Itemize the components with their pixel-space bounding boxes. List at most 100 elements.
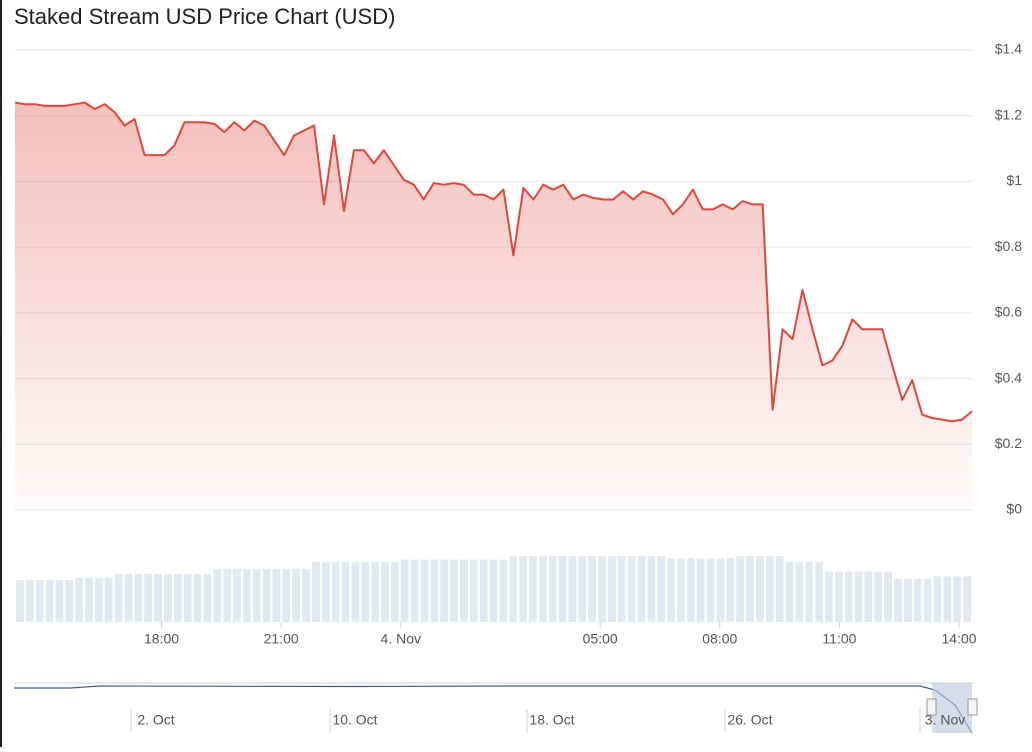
- volume-bar: [35, 580, 44, 622]
- volume-bar: [578, 556, 587, 622]
- volume-bar: [282, 569, 291, 622]
- x-tick-label: 08:00: [702, 631, 737, 647]
- volume-bar: [183, 574, 192, 622]
- volume-bar: [647, 556, 656, 622]
- volume-bar: [884, 571, 893, 622]
- volume-bar: [953, 576, 962, 622]
- volume-bar: [805, 562, 814, 622]
- volume-bar: [923, 578, 932, 622]
- volume-bar: [785, 562, 794, 622]
- navigator-label: 18. Oct: [529, 712, 574, 728]
- volume-bar: [341, 562, 350, 622]
- volume-bar: [706, 558, 715, 622]
- volume-bar: [361, 562, 370, 622]
- volume-bar: [154, 574, 162, 622]
- navigator: [14, 665, 972, 731]
- volume-bar: [755, 556, 764, 622]
- volume-bar: [627, 556, 636, 622]
- volume-bar: [173, 574, 182, 622]
- volume-bar: [894, 578, 902, 622]
- y-tick-label: $0.6: [995, 304, 1022, 320]
- volume-bar: [203, 574, 212, 622]
- volume-bar: [124, 574, 133, 622]
- navigator-label: 2. Oct: [137, 712, 174, 728]
- volume-bar: [233, 569, 241, 622]
- volume-bar: [933, 576, 942, 622]
- volume-bar: [903, 578, 912, 622]
- volume-bar: [815, 562, 824, 622]
- navigator-selection[interactable]: [932, 683, 972, 733]
- volume-bar: [489, 559, 498, 622]
- volume-bar: [75, 577, 84, 622]
- x-tick-label: 4. Nov: [381, 631, 421, 647]
- volume-bar: [381, 562, 389, 622]
- volume-bar: [677, 558, 685, 622]
- navigator-label: 10. Oct: [332, 712, 377, 728]
- navigator-handle[interactable]: [926, 698, 937, 716]
- x-tick-label: 11:00: [822, 631, 856, 647]
- volume-bar: [558, 556, 567, 622]
- volume-bar: [716, 558, 725, 622]
- x-tick-label: 05:00: [583, 631, 618, 647]
- navigator-label: 26. Oct: [727, 712, 772, 728]
- volume-bar: [943, 576, 952, 622]
- volume-bar: [854, 571, 863, 622]
- volume-bar: [292, 569, 301, 622]
- volume-bar: [321, 562, 330, 622]
- volume-bar: [351, 562, 360, 622]
- volume-bar: [607, 556, 616, 622]
- volume-bar: [331, 562, 340, 622]
- volume-bar: [795, 562, 804, 622]
- volume-bar: [746, 556, 754, 622]
- price-area: [15, 102, 972, 510]
- volume-bar: [430, 559, 439, 622]
- y-tick-label: $1: [1006, 172, 1022, 188]
- x-tick-label: 21:00: [264, 631, 299, 647]
- volume-bar: [144, 574, 153, 622]
- volume-bar: [25, 580, 34, 622]
- volume-bar: [242, 569, 251, 622]
- volume-bar: [223, 569, 232, 622]
- x-tick-label: 14:00: [942, 631, 977, 647]
- volume-bar: [94, 577, 103, 622]
- volume-bar: [85, 577, 93, 622]
- volume-bar: [479, 559, 488, 622]
- volume-bar: [459, 559, 468, 622]
- volume-bar: [410, 559, 419, 622]
- volume-bar: [963, 576, 971, 622]
- navigator-label: 3. Nov: [925, 712, 965, 728]
- volume-bar: [65, 580, 74, 622]
- volume-bar: [686, 558, 695, 622]
- volume-bar: [874, 571, 883, 622]
- volume-bar: [637, 556, 646, 622]
- volume-bar: [834, 571, 843, 622]
- volume-bar: [844, 571, 853, 622]
- volume-bar: [765, 556, 774, 622]
- volume-bar: [272, 569, 281, 622]
- volume-bar: [519, 556, 528, 622]
- chart-title: Staked Stream USD Price Chart (USD): [14, 4, 395, 29]
- volume-bar: [529, 556, 537, 622]
- volume-bar: [469, 559, 478, 622]
- volume-bar: [440, 559, 449, 622]
- volume-bar: [509, 556, 518, 622]
- volume-bar: [134, 574, 143, 622]
- navigator-handle[interactable]: [967, 698, 978, 716]
- volume-bar: [775, 556, 784, 622]
- volume-bar: [825, 571, 833, 622]
- volume-bar: [302, 569, 310, 622]
- volume-bar: [617, 556, 626, 622]
- volume-bar: [400, 559, 409, 622]
- y-tick-label: $1.4: [995, 41, 1022, 57]
- volume-bar: [16, 580, 24, 622]
- price-line: [14, 101, 973, 423]
- y-tick-label: $0.4: [995, 369, 1022, 385]
- volume-bar: [450, 559, 458, 622]
- volume-bar: [311, 562, 320, 622]
- volume-bar: [598, 556, 606, 622]
- volume-bar: [262, 569, 271, 622]
- volume-bar: [538, 556, 547, 622]
- volume-bar: [657, 556, 666, 622]
- volume-bar: [193, 574, 202, 622]
- volume-bar: [213, 569, 222, 622]
